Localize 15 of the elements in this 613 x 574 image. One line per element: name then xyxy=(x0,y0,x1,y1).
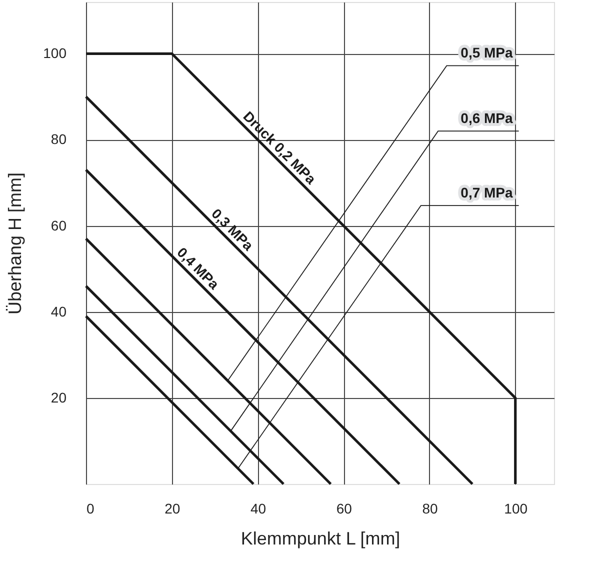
x-tick-label: 80 xyxy=(422,500,438,516)
text: 0,6 MPa xyxy=(460,110,514,126)
y-tick-label: 20 xyxy=(50,389,67,406)
y-tick-label: 80 xyxy=(50,131,67,148)
x-tick-label: 40 xyxy=(250,500,266,516)
x-tick-label: 20 xyxy=(164,500,180,516)
y-axis-title: Überhang H [mm] xyxy=(5,172,26,315)
y-tick-label: 100 xyxy=(43,45,67,62)
x-tick-label: 0 xyxy=(86,500,94,516)
x-axis-title: Klemmpunkt L [mm] xyxy=(240,528,400,548)
y-tick-label: 60 xyxy=(50,217,67,234)
x-tick-label: 60 xyxy=(336,500,352,516)
x-tick-label: 100 xyxy=(504,500,528,516)
text: 0,7 MPa xyxy=(460,184,514,201)
y-tick-label: 40 xyxy=(50,303,67,320)
